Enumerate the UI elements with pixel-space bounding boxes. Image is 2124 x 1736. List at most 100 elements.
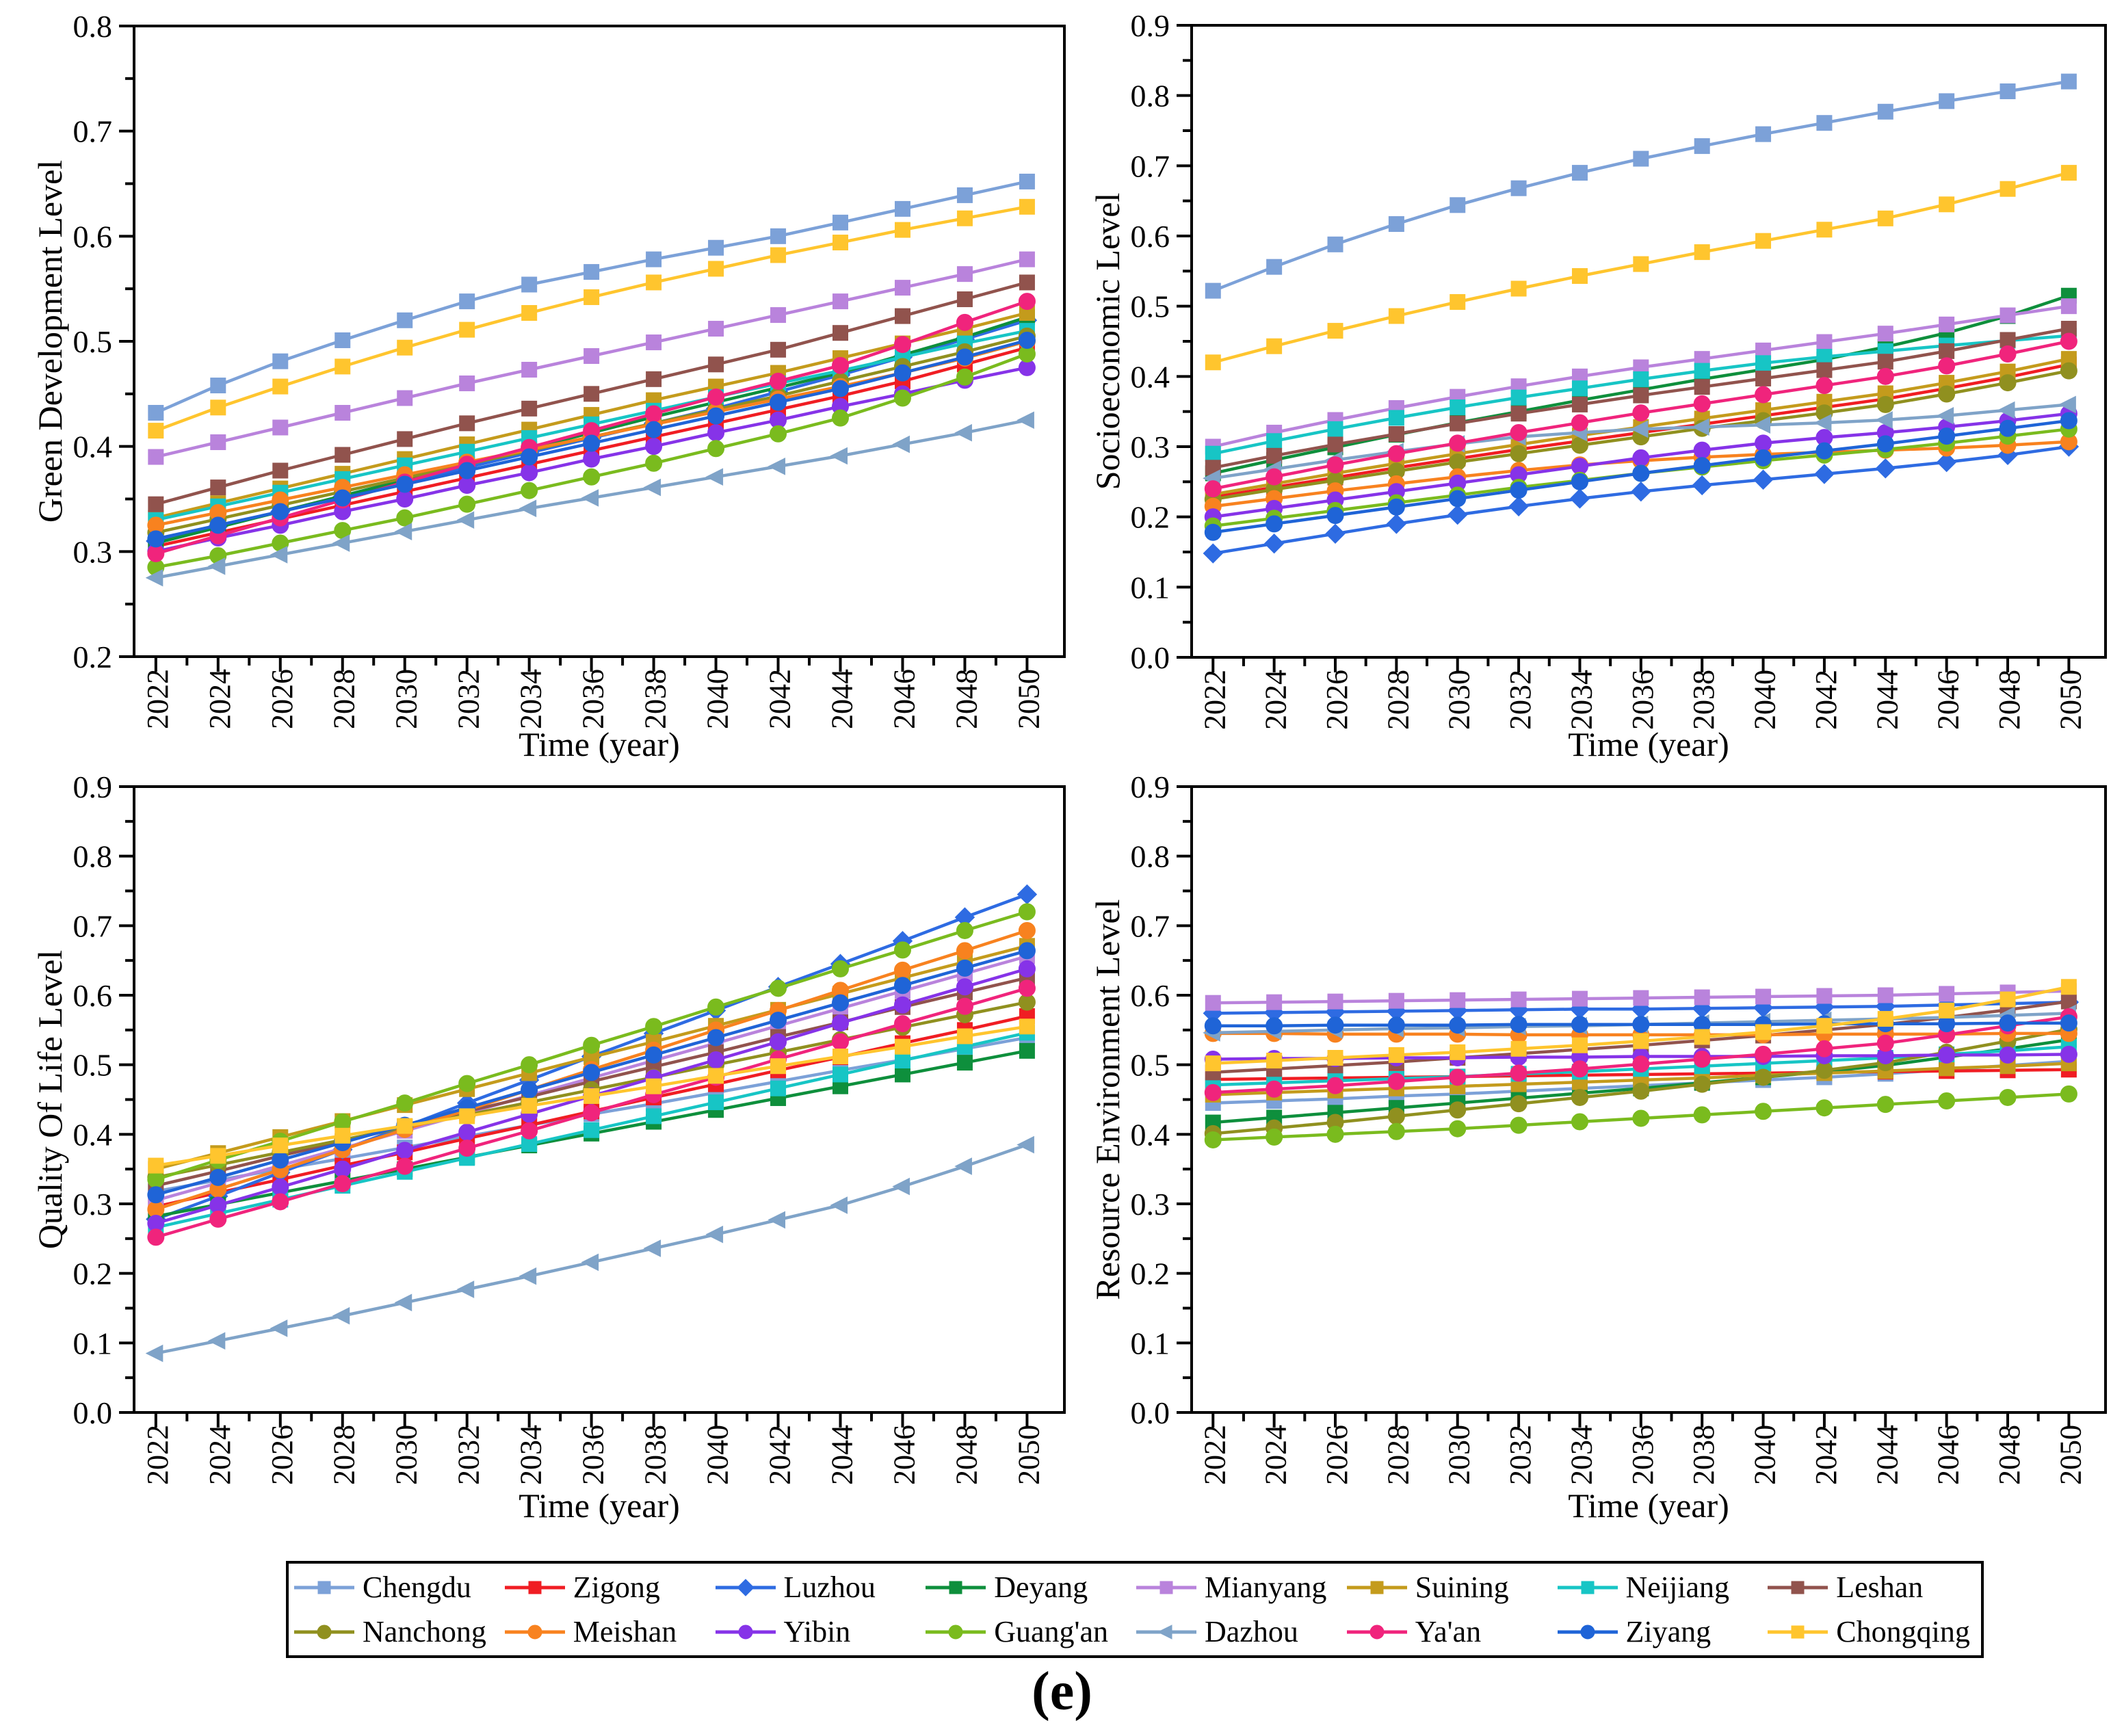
data-point-marker xyxy=(708,1094,724,1111)
data-point-marker xyxy=(1791,1625,1805,1638)
data-point-marker xyxy=(1755,1024,1772,1040)
y-tick-label: 0.5 xyxy=(1131,289,1170,324)
data-point-marker xyxy=(646,371,662,387)
data-point-marker xyxy=(1326,456,1344,474)
y-tick-label: 0.4 xyxy=(1131,359,1170,394)
data-point-marker xyxy=(954,423,972,442)
data-point-marker xyxy=(1694,244,1710,261)
data-point-marker xyxy=(1755,386,1772,404)
data-point-marker xyxy=(521,1122,538,1140)
data-point-marker xyxy=(1939,196,1955,213)
data-point-marker xyxy=(521,361,538,378)
data-point-marker xyxy=(1571,1088,1588,1106)
data-point-marker xyxy=(893,961,911,979)
data-point-marker xyxy=(1266,1080,1283,1098)
data-point-marker xyxy=(1510,280,1527,297)
data-point-marker xyxy=(209,1210,227,1228)
data-point-marker xyxy=(521,400,538,417)
data-point-marker xyxy=(456,1280,475,1298)
data-point-marker xyxy=(2060,1014,2077,1032)
x-tick-label: 2048 xyxy=(1993,1425,2026,1485)
x-tick-label: 2030 xyxy=(390,1425,423,1485)
data-point-marker xyxy=(1580,1625,1595,1639)
x-tick-label: 2044 xyxy=(1870,670,1904,730)
data-point-marker xyxy=(770,979,787,997)
data-point-marker xyxy=(646,274,662,291)
data-point-marker xyxy=(272,378,289,395)
data-point-marker xyxy=(583,1036,601,1054)
data-point-marker xyxy=(317,1581,331,1594)
data-point-marker xyxy=(584,386,600,402)
data-point-marker xyxy=(1449,453,1467,471)
data-point-marker xyxy=(148,423,164,439)
x-tick-label: 2024 xyxy=(1259,670,1293,730)
x-tick-label: 2026 xyxy=(1320,1425,1354,1485)
y-tick-label: 0.5 xyxy=(1131,1048,1170,1083)
data-point-marker xyxy=(893,996,911,1014)
data-point-marker xyxy=(893,1015,911,1033)
legend-item-suining: Suining xyxy=(1346,1570,1556,1605)
data-point-marker xyxy=(1939,316,1955,332)
y-tick-label: 0.4 xyxy=(73,430,113,464)
legend-item-label: Guang'an xyxy=(994,1615,1109,1648)
legend-marker-square-icon xyxy=(1346,1581,1407,1594)
y-axis-title: Green Development Level xyxy=(31,160,69,523)
data-point-marker xyxy=(519,499,537,518)
data-point-marker xyxy=(770,393,787,411)
data-point-marker xyxy=(1876,395,1894,413)
data-point-marker xyxy=(832,1014,850,1032)
data-point-marker xyxy=(1449,490,1467,508)
data-point-marker xyxy=(1205,354,1221,371)
data-point-marker xyxy=(1266,468,1283,486)
data-point-marker xyxy=(645,1046,663,1064)
data-point-marker xyxy=(708,261,724,277)
legend-item-nanchong: Nanchong xyxy=(293,1614,503,1649)
data-point-marker xyxy=(1791,1581,1805,1594)
legend-item-label: Yibin xyxy=(783,1615,851,1648)
data-point-marker xyxy=(521,448,538,466)
legend-item-ya-an: Ya'an xyxy=(1346,1614,1556,1649)
legend-item-guang-an: Guang'an xyxy=(924,1614,1135,1649)
data-point-marker xyxy=(1938,357,1956,375)
x-tick-label: 2046 xyxy=(1932,1425,1965,1485)
data-point-marker xyxy=(458,495,476,513)
data-point-marker xyxy=(832,994,850,1012)
data-point-marker xyxy=(1449,1068,1467,1086)
data-point-marker xyxy=(521,305,538,321)
data-point-marker xyxy=(768,1211,786,1229)
x-tick-label: 2028 xyxy=(328,669,361,729)
data-point-marker xyxy=(458,1140,476,1157)
data-point-marker xyxy=(1938,1046,1956,1064)
legend-item-zigong: Zigong xyxy=(503,1570,714,1605)
series-chongqing xyxy=(1205,165,2077,371)
y-tick-label: 0.0 xyxy=(73,1395,113,1430)
legend-item-label: Mianyang xyxy=(1205,1570,1327,1604)
data-point-marker xyxy=(1938,428,1956,445)
x-tick-label: 2032 xyxy=(1504,670,1537,730)
data-point-marker xyxy=(2060,979,2077,995)
data-point-marker xyxy=(396,490,414,508)
data-point-marker xyxy=(2060,1085,2077,1103)
data-point-marker xyxy=(1753,416,1771,434)
data-point-marker xyxy=(1447,504,1468,525)
data-point-marker xyxy=(894,1053,910,1069)
data-point-marker xyxy=(1017,884,1038,905)
y-tick-label: 0.2 xyxy=(1131,1257,1170,1291)
x-tick-label: 2022 xyxy=(141,1425,174,1485)
legend-marker-square-icon xyxy=(504,1581,565,1594)
series-guang-an xyxy=(147,345,1036,576)
data-point-marker xyxy=(1877,987,1893,1003)
legend-item-label: Leshan xyxy=(1836,1570,1924,1604)
plot-frame xyxy=(133,25,1066,658)
data-point-marker xyxy=(459,1108,475,1125)
x-tick-label: 2038 xyxy=(639,669,672,729)
data-point-marker xyxy=(1204,1131,1222,1148)
data-point-marker xyxy=(396,1157,414,1175)
data-point-marker xyxy=(207,1332,226,1350)
data-point-marker xyxy=(1569,488,1590,509)
data-point-marker xyxy=(1019,251,1035,267)
data-point-marker xyxy=(956,368,973,386)
data-point-marker xyxy=(894,280,910,296)
data-point-marker xyxy=(2000,991,2016,1008)
